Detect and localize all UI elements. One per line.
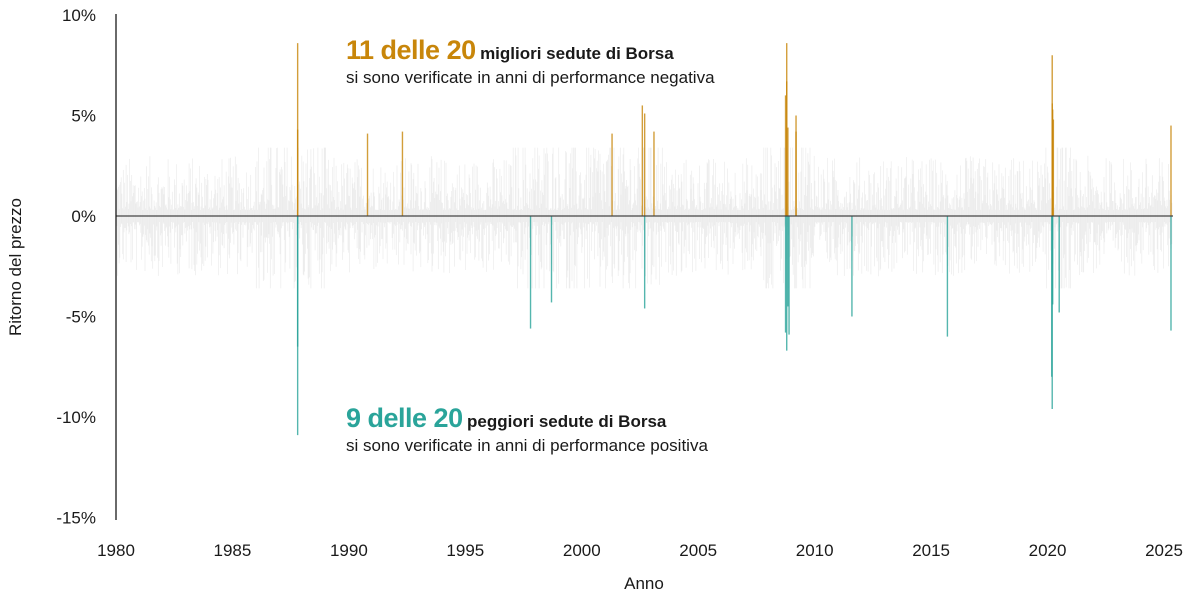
x-tick-label: 2005: [679, 541, 717, 560]
x-tick-label: 2020: [1029, 541, 1067, 560]
daily-returns-background: [116, 147, 1173, 289]
y-tick-label: 0%: [71, 207, 96, 226]
x-tick-label: 2000: [563, 541, 601, 560]
x-tick-label: 1985: [214, 541, 252, 560]
worst-days-label: peggiori sedute di Borsa: [467, 412, 667, 431]
y-tick-label: 10%: [62, 6, 96, 25]
x-tick-label: 1990: [330, 541, 368, 560]
worst-days-count: 9 delle 20: [346, 403, 463, 433]
y-tick-label: -10%: [56, 408, 96, 427]
y-tick-label: -15%: [56, 509, 96, 528]
best-days-count: 11 delle 20: [346, 35, 476, 65]
worst-days-caption: si sono verificate in anni di performanc…: [346, 436, 708, 456]
x-axis-ticks: 1980 1985 1990 1995 2000 2005 2010 2015 2020 2025: [97, 541, 1183, 560]
best-days-spikes: [296, 43, 1172, 216]
annotation-worst-days: 9 delle 20 peggiori sedute di Borsa si s…: [346, 402, 708, 457]
annotation-best-days: 11 delle 20 migliori sedute di Borsa si …: [346, 34, 715, 89]
x-tick-label: 2010: [796, 541, 834, 560]
x-tick-label: 2015: [912, 541, 950, 560]
x-tick-label: 1995: [446, 541, 484, 560]
x-axis-title: Anno: [624, 574, 664, 593]
y-axis-ticks: 10% 5% 0% -5% -10% -15%: [56, 6, 96, 528]
y-tick-label: 5%: [71, 107, 96, 126]
x-tick-label: 2025: [1145, 541, 1183, 560]
y-tick-label: -5%: [66, 308, 96, 327]
best-days-caption: si sono verificate in anni di performanc…: [346, 68, 715, 88]
x-tick-label: 1980: [97, 541, 135, 560]
best-days-label: migliori sedute di Borsa: [480, 44, 674, 63]
worst-days-spikes: [296, 216, 1172, 436]
y-axis-title: Ritorno del prezzo: [6, 198, 25, 336]
